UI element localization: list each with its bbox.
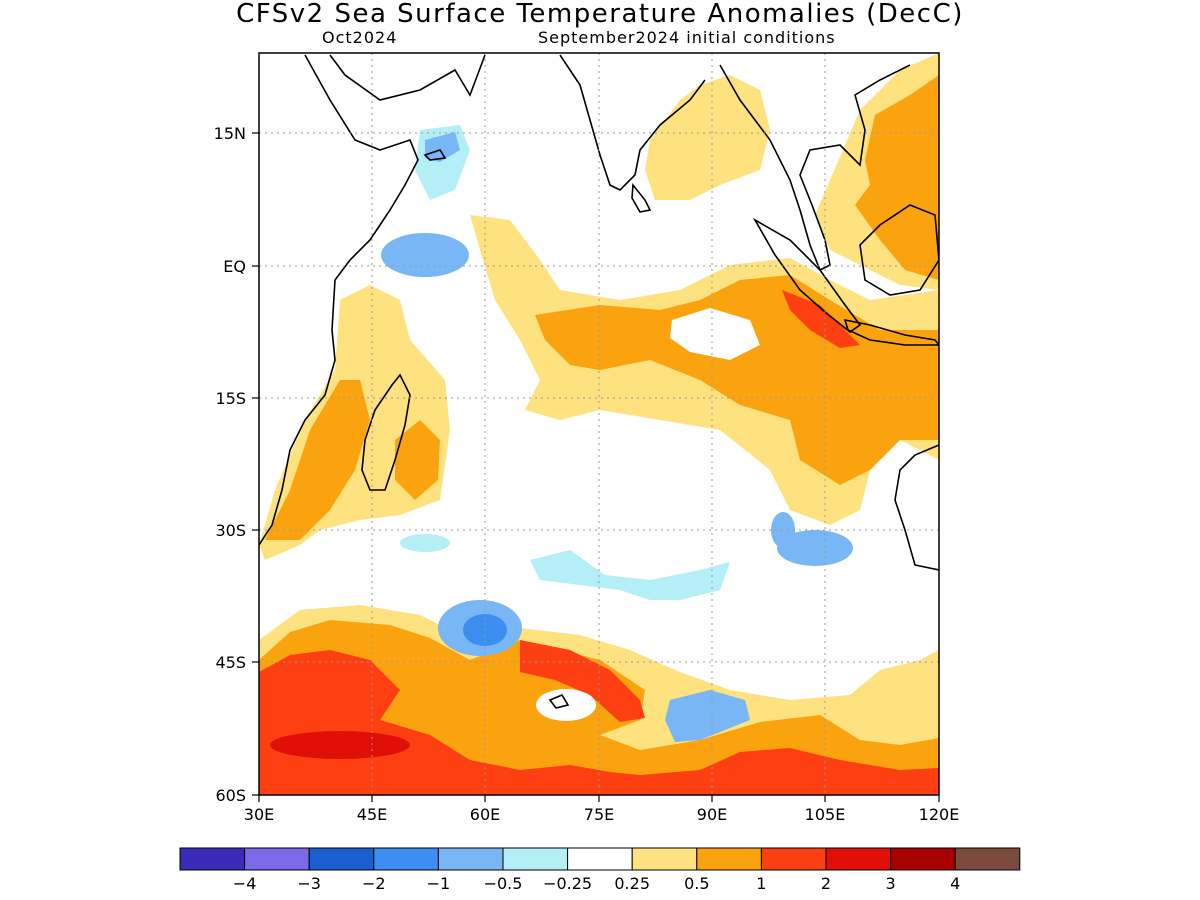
- colorbar-swatch: [373, 847, 439, 871]
- colorbar: −4 −3 −2 −1 −0.5 −0.25 0.25 0.5 1 2 3 4: [179, 847, 1021, 893]
- warm-region-sumatra-strong: [782, 290, 860, 348]
- colorbar-swatch: [890, 847, 956, 871]
- colorbar-label: −2: [362, 874, 386, 893]
- coast-india: [559, 54, 706, 191]
- warm-region-mozambique-core: [265, 380, 370, 540]
- colorbar-label: 0.25: [614, 874, 650, 893]
- warm-region-south-madagascar: [395, 420, 440, 500]
- colorbar-swatch: [502, 847, 569, 871]
- colorbar-label: 0.5: [684, 874, 709, 893]
- anomaly-field: [259, 53, 939, 795]
- lon-label-90e: 90E: [697, 805, 727, 824]
- warm-region-crozet: [520, 640, 645, 722]
- coast-madagascar: [361, 373, 411, 491]
- lon-label-60e: 60E: [470, 805, 500, 824]
- coastlines: [259, 54, 939, 709]
- colorbar-label: −0.25: [543, 874, 592, 893]
- cool-region-equatorial-west: [381, 233, 469, 277]
- lat-label-60s: 60S: [215, 786, 246, 805]
- colorbar-label: −1: [427, 874, 451, 893]
- map-title: CFSv2 Sea Surface Temperature Anomalies …: [236, 0, 964, 29]
- axis-ticks: [252, 132, 940, 802]
- colorbar-swatch: [567, 847, 633, 871]
- lat-label-30s: 30S: [215, 521, 246, 540]
- coast-java: [843, 318, 939, 346]
- lon-label-45e: 45E: [357, 805, 387, 824]
- lon-label-105e: 105E: [805, 805, 846, 824]
- strong-warm-core: [270, 731, 410, 759]
- colorbar-swatch: [179, 847, 246, 871]
- initial-conditions: September2024 initial conditions: [538, 28, 836, 47]
- coast-sri-lanka: [631, 182, 652, 213]
- grid-lines: [259, 53, 939, 795]
- colorbar-swatch: [244, 847, 310, 871]
- cool-region-south-east: [777, 530, 853, 566]
- colorbar-label: 4: [950, 874, 960, 893]
- coast-africa-arabia: [259, 54, 419, 546]
- coast-australia: [894, 444, 939, 571]
- weak-region-central-hole: [670, 308, 760, 360]
- colorbar-swatch: [760, 847, 827, 871]
- cool-region-somali-core: [425, 132, 460, 162]
- cool-region-subtropical: [530, 550, 730, 600]
- lat-label-45s: 45S: [215, 653, 246, 672]
- coast-socotra: [423, 149, 447, 161]
- lat-label-eq: EQ: [223, 257, 246, 276]
- lat-label-15n: 15N: [214, 124, 246, 143]
- colorbar-swatch: [825, 847, 892, 871]
- colorbar-swatch: [437, 847, 504, 871]
- colorbar-swatch: [954, 847, 1021, 871]
- colorbar-label: −0.5: [484, 874, 523, 893]
- lon-label-120e: 120E: [919, 805, 960, 824]
- lon-label-30e: 30E: [244, 805, 274, 824]
- cool-region-west-subtropical: [400, 534, 450, 552]
- colorbar-swatch: [696, 847, 762, 871]
- coast-kerguelen: [548, 693, 570, 709]
- cool-region-south-central: [665, 690, 750, 742]
- colorbar-swatch: [308, 847, 375, 871]
- coast-arabia: [329, 54, 486, 101]
- colorbar-label: 1: [756, 874, 766, 893]
- warm-region-bay-of-bengal: [645, 75, 770, 200]
- colorbar-label: −3: [297, 874, 321, 893]
- warm-region-southern-ocean-strong: [259, 650, 939, 795]
- forecast-month: Oct2024: [322, 28, 398, 47]
- lat-label-15s: 15S: [215, 389, 246, 408]
- colorbar-label: 3: [886, 874, 896, 893]
- lon-label-75e: 75E: [584, 805, 614, 824]
- coast-sumatra: [752, 217, 862, 333]
- colorbar-label: 2: [821, 874, 831, 893]
- coast-burma-malaya: [719, 64, 911, 272]
- colorbar-label: −4: [233, 874, 257, 893]
- colorbar-swatch: [631, 847, 698, 871]
- coast-borneo: [859, 204, 939, 296]
